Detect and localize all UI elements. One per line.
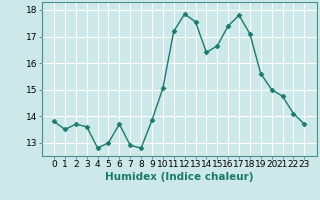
X-axis label: Humidex (Indice chaleur): Humidex (Indice chaleur)	[105, 172, 253, 182]
